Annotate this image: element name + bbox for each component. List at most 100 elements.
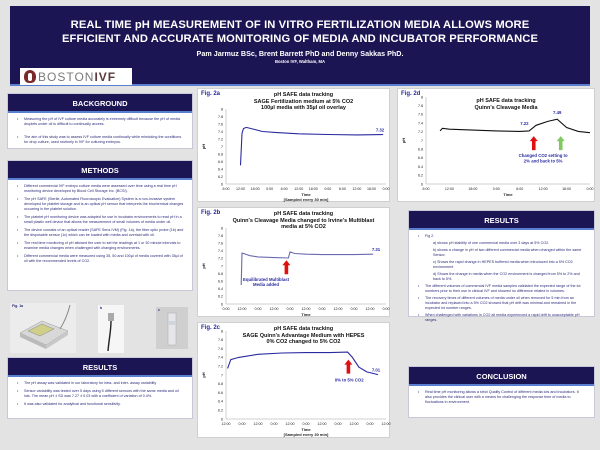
data-line [239, 126, 384, 166]
results-item: It was also validated for analytical and… [16, 402, 184, 407]
svg-text:7.2: 7.2 [218, 365, 223, 369]
svg-text:6.4: 6.4 [418, 165, 423, 169]
svg-text:0:00: 0:00 [493, 187, 500, 191]
svg-text:6:00: 6:00 [423, 187, 430, 191]
results-item: Sensor variability was tested over 5 day… [16, 389, 184, 399]
svg-text:6: 6 [221, 182, 223, 186]
results-item: When challenged with variations in CO2 a… [417, 313, 586, 323]
svg-text:pH: pH [201, 144, 206, 149]
affiliation: Boston IVF, Waltham, MA [274, 59, 326, 64]
svg-text:0:00: 0:00 [287, 307, 294, 311]
boston-ivf-logo: BOSTONIVF [20, 68, 132, 85]
data-line [240, 251, 374, 286]
poster-header: REAL TIME pH MEASUREMENT OF IN VITRO FER… [10, 6, 590, 86]
methods-item: The pH SAFE (Sterile, Automated Fluorosc… [16, 197, 184, 212]
arrow-icon [282, 260, 291, 275]
data-line [227, 351, 379, 376]
title-line-1: REAL TIME pH MEASUREMENT OF IN VITRO FER… [70, 19, 530, 31]
svg-text:6: 6 [221, 302, 223, 306]
svg-text:12:00: 12:00 [445, 187, 454, 191]
svg-text:0:00: 0:00 [367, 422, 374, 426]
svg-text:7.22: 7.22 [520, 121, 529, 126]
svg-text:12:00: 12:00 [222, 422, 231, 426]
svg-text:7.49: 7.49 [553, 110, 562, 115]
svg-text:6.2: 6.2 [418, 174, 423, 178]
svg-text:0:00: 0:00 [587, 187, 594, 191]
svg-text:6.6: 6.6 [418, 156, 423, 160]
svg-text:6.6: 6.6 [218, 160, 223, 164]
results-heading: RESULTS [409, 211, 594, 230]
svg-text:pH: pH [201, 372, 206, 377]
svg-text:pH: pH [201, 263, 206, 268]
results-subitem: a) shows pH stability of one commercial … [433, 241, 550, 245]
line-chart: 87.87.67.47.276.86.66.46.266:00 12:00 18:0… [401, 95, 594, 197]
methods-item: The platelet pH monitoring device was ad… [16, 215, 184, 225]
figure-1c-photo: c [156, 307, 188, 349]
svg-text:Equilibrated Multiblast: Equilibrated Multiblast [243, 277, 290, 282]
svg-text:6:00: 6:00 [516, 187, 523, 191]
results-subitem: c) Shows the rapid change in HEPES buffe… [433, 260, 573, 269]
conclusion-heading: CONCLUSION [409, 367, 594, 386]
svg-text:12:00: 12:00 [286, 422, 295, 426]
svg-text:7.8: 7.8 [218, 338, 223, 342]
svg-text:0:00: 0:00 [335, 422, 342, 426]
svg-text:7.4: 7.4 [218, 249, 223, 253]
poster-title: REAL TIME pH MEASUREMENT OF IN VITRO FER… [10, 18, 590, 46]
svg-text:7: 7 [221, 264, 223, 268]
svg-text:6.2: 6.2 [218, 409, 223, 413]
results-panel-left: RESULTS The pH assay was validated in ou… [7, 357, 193, 419]
arrow-icon [344, 359, 353, 374]
line-chart: 87.87.67.47.276.86.66.46.266:00 12:00 18:0… [201, 107, 390, 202]
svg-text:12:00: 12:00 [352, 187, 361, 191]
chart-fig-2d: Fig. 2d pH SAFE data tracking Quinn's Cl… [397, 88, 595, 202]
svg-text:12:00: 12:00 [318, 422, 327, 426]
svg-text:0:00: 0:00 [271, 422, 278, 426]
svg-text:18:00: 18:00 [309, 187, 318, 191]
fiber-probe-image [107, 313, 114, 352]
svg-text:0:00: 0:00 [223, 307, 230, 311]
chart-title: pH SAFE data tracking Quinn's Cleavage M… [232, 211, 375, 230]
methods-item: Different commercial media were measured… [16, 254, 184, 264]
chart-fig-2a: Fig. 2a pH SAFE data tracking SAGE Ferti… [197, 88, 390, 202]
results-panel-right: RESULTS Fig 2. a) shows pH stability of … [408, 210, 595, 322]
svg-text:7.4: 7.4 [218, 356, 223, 360]
svg-text:12:00: 12:00 [254, 422, 263, 426]
authors: Pam Jarmuz BSc, Brent Barrett PhD and De… [196, 49, 404, 58]
methods-item: Different commercial IVF embryo culture … [16, 184, 184, 194]
svg-text:12:00: 12:00 [294, 187, 303, 191]
svg-text:7.2: 7.2 [418, 130, 423, 134]
svg-text:7.32: 7.32 [376, 128, 385, 133]
svg-text:7: 7 [221, 373, 223, 377]
arrow-icon [529, 136, 538, 151]
svg-text:7: 7 [421, 139, 423, 143]
optical-reader-image [19, 304, 71, 349]
results-heading: RESULTS [8, 358, 192, 377]
chart-title: pH SAFE data tracking Quinn's Cleavage M… [474, 98, 538, 111]
svg-text:12:00: 12:00 [238, 307, 247, 311]
disposable-sensor-image [167, 312, 177, 346]
svg-text:6.4: 6.4 [218, 287, 223, 291]
chart-title: pH SAFE data tracking SAGE Quinn's Advan… [242, 326, 365, 345]
svg-text:0% to 5% CO2: 0% to 5% CO2 [335, 378, 365, 383]
svg-text:6:00: 6:00 [339, 187, 346, 191]
svg-text:6.6: 6.6 [218, 391, 223, 395]
background-item: Measuring the pH of IVF culture media ac… [16, 117, 184, 127]
svg-text:7.01: 7.01 [372, 368, 381, 373]
svg-text:Time: Time [301, 192, 311, 197]
methods-item: The device consists of an optical reader… [16, 228, 184, 238]
conclusion-panel: CONCLUSION Real time pH monitoring allow… [408, 366, 595, 418]
svg-text:12:00: 12:00 [302, 307, 311, 311]
svg-text:6.2: 6.2 [218, 175, 223, 179]
chart-fig-2b: Fig. 2b pH SAFE data tracking Quinn's Cl… [197, 207, 390, 317]
svg-text:0:00: 0:00 [303, 422, 310, 426]
logo-mark-icon [24, 70, 36, 83]
svg-text:12:00: 12:00 [334, 307, 343, 311]
chart-title: pH SAFE data tracking SAGE Fertilization… [253, 92, 354, 111]
results-item: The pH assay was validated in our labora… [16, 381, 184, 386]
data-line [439, 118, 591, 134]
svg-text:7.4: 7.4 [218, 130, 223, 134]
svg-text:Changed CO2 setting to: Changed CO2 setting to [519, 153, 568, 158]
svg-text:12:00: 12:00 [366, 307, 375, 311]
svg-text:7.6: 7.6 [218, 242, 223, 246]
